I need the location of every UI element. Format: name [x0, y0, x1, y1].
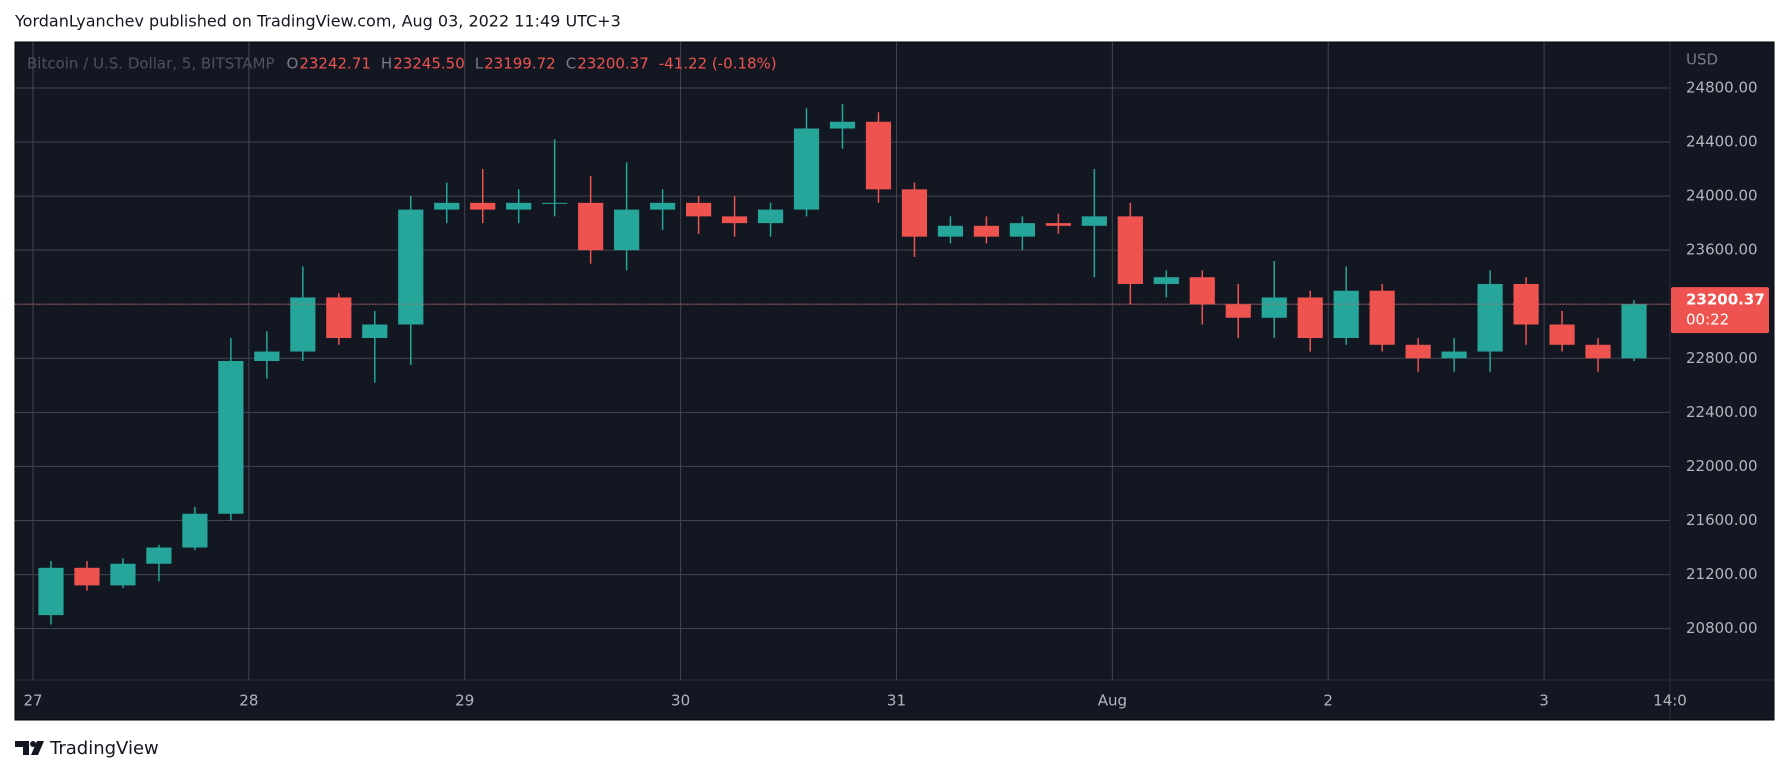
- candle-body: [1261, 297, 1287, 318]
- y-tick-label: 24000.00: [1686, 187, 1758, 205]
- publish-info: YordanLyanchev published on TradingView.…: [14, 12, 621, 31]
- candle-body: [1405, 344, 1431, 359]
- x-tick-label: 27: [23, 692, 42, 710]
- candle-body: [1297, 297, 1323, 339]
- candle-body: [74, 567, 100, 586]
- candle-body: [937, 225, 964, 237]
- y-tick-label: 21200.00: [1686, 565, 1758, 583]
- candle-body: [1621, 304, 1647, 359]
- last-price-box: [1671, 287, 1769, 334]
- candle-body: [829, 121, 856, 129]
- candle-body: [1117, 216, 1143, 284]
- candle-body: [182, 513, 208, 548]
- candle-body: [1333, 290, 1359, 339]
- candle-body: [1225, 304, 1251, 318]
- candle-body: [110, 563, 136, 586]
- candle-body: [578, 202, 604, 251]
- candle-body: [506, 202, 532, 210]
- x-tick-label: Aug: [1098, 692, 1127, 710]
- x-tick-label: 28: [239, 692, 258, 710]
- x-tick-label: 14:0: [1653, 692, 1687, 710]
- candle-body: [650, 202, 676, 210]
- candle-body: [1009, 223, 1035, 237]
- candle-body: [757, 209, 784, 224]
- candle-body: [218, 361, 244, 514]
- candle-body: [326, 297, 352, 339]
- candle-body: [398, 209, 424, 325]
- x-tick-label: 29: [455, 692, 474, 710]
- brand: TradingView: [49, 738, 159, 759]
- candle-body: [1549, 324, 1575, 345]
- candle-body: [470, 202, 496, 210]
- y-tick-label: 23600.00: [1686, 241, 1758, 259]
- candle-body: [614, 209, 640, 251]
- candle-body: [1045, 223, 1071, 226]
- y-tick-label: 24800.00: [1686, 78, 1758, 96]
- chart-panel: [14, 41, 1775, 721]
- candle-body: [1189, 277, 1215, 305]
- tradingview-logo: TradingView: [15, 738, 159, 759]
- candle-body: [793, 128, 820, 210]
- legend-h-label: H: [381, 55, 392, 73]
- candle-body: [1153, 277, 1179, 284]
- candle-body: [434, 202, 460, 210]
- candle-body: [1441, 351, 1467, 359]
- logo-dot: [30, 741, 36, 747]
- legend-c-label: C: [566, 55, 576, 73]
- y-tick-label: 22000.00: [1686, 457, 1758, 475]
- candle-body: [721, 216, 748, 224]
- legend-l: 23199.72: [484, 55, 556, 73]
- y-tick-label: 21600.00: [1686, 511, 1758, 529]
- x-tick-label: 3: [1539, 692, 1549, 710]
- y-tick-label: 20800.00: [1686, 619, 1758, 637]
- candle-body: [1477, 283, 1503, 352]
- last-price-label: 23200.37: [1686, 291, 1765, 309]
- y-tick-label: 24400.00: [1686, 133, 1758, 151]
- candle-body: [362, 324, 388, 339]
- legend-c: 23200.37: [577, 55, 649, 73]
- currency: USD: [1686, 51, 1718, 69]
- symbol: Bitcoin / U.S. Dollar, 5, BITSTAMP: [27, 55, 275, 73]
- x-tick-label: 30: [671, 692, 690, 710]
- candle-body: [865, 121, 892, 190]
- legend-o: 23242.71: [299, 55, 371, 73]
- legend-h: 23245.50: [393, 55, 465, 73]
- grid: 20800.00 21200.00 21600.00 22000.00 22400.00…: [15, 42, 1758, 710]
- candle-body: [973, 225, 1000, 237]
- y-tick-label: 22800.00: [1686, 349, 1758, 367]
- candle-body: [542, 202, 568, 204]
- legend-change: -41.22 (-0.18%): [659, 55, 777, 73]
- candle-body: [901, 189, 928, 237]
- candle-body: [685, 202, 712, 217]
- logo-icon: [15, 741, 44, 755]
- candle-body: [290, 297, 316, 352]
- candle-body: [254, 351, 280, 361]
- legend-o-label: O: [287, 55, 299, 73]
- candle-body: [1513, 283, 1539, 325]
- legend: Bitcoin / U.S. Dollar, 5, BITSTAMP O 2324…: [27, 55, 777, 73]
- countdown: 00:22: [1686, 311, 1729, 329]
- candle-body: [1585, 344, 1611, 359]
- candle-body: [1369, 290, 1395, 345]
- y-tick-label: 22400.00: [1686, 403, 1758, 421]
- x-tick-label: 2: [1323, 692, 1333, 710]
- candle-body: [146, 547, 172, 564]
- candles: 23200.37 00:22: [15, 104, 1769, 625]
- legend-l-label: L: [475, 55, 484, 73]
- candle-body: [1081, 216, 1107, 226]
- candle-body: [38, 567, 64, 616]
- x-tick-label: 31: [887, 692, 906, 710]
